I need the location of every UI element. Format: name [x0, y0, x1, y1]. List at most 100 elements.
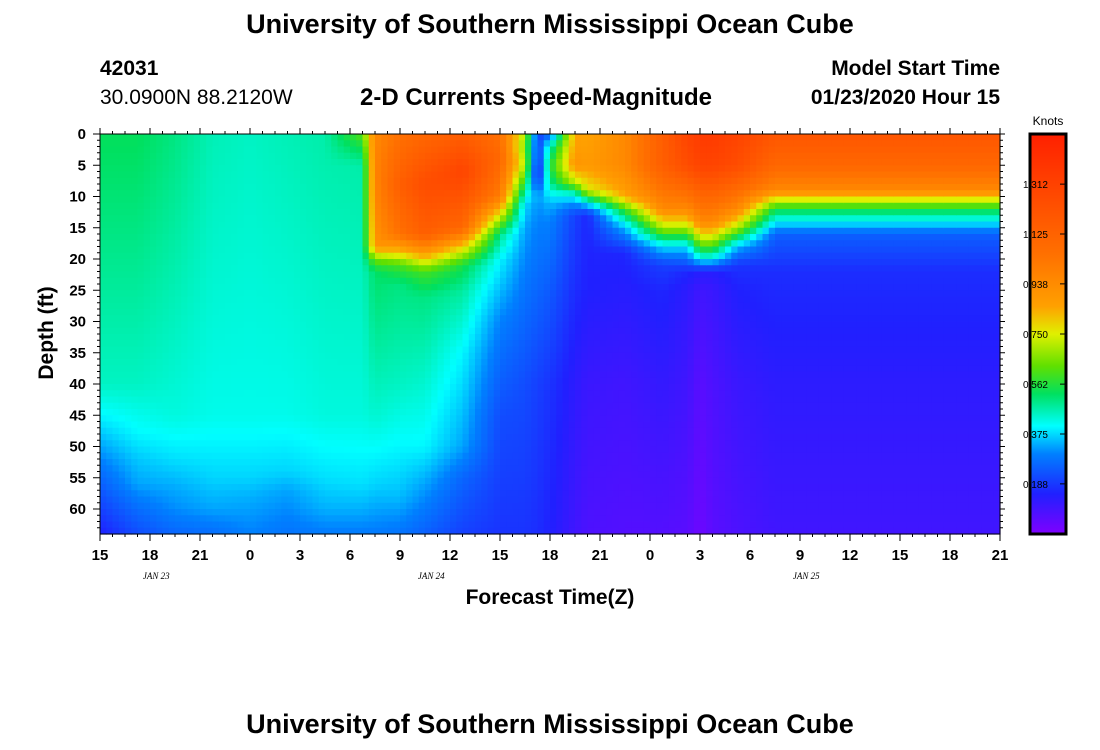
heatmap-cell — [187, 396, 195, 404]
heatmap-cell — [293, 327, 301, 335]
heatmap-cell — [493, 390, 501, 398]
heatmap-cell — [318, 284, 326, 291]
heatmap-cell — [550, 209, 557, 216]
heatmap-cell — [493, 521, 501, 529]
heatmap-cell — [493, 502, 501, 510]
heatmap-cell — [400, 359, 407, 366]
heatmap-cell — [412, 340, 420, 348]
heatmap-cell — [375, 171, 382, 179]
heatmap-cell — [162, 209, 170, 216]
heatmap-cell — [437, 471, 445, 479]
heatmap-cell — [425, 152, 432, 160]
heatmap-cell — [100, 265, 107, 273]
heatmap-cell — [468, 202, 476, 210]
heatmap-cell — [518, 271, 526, 279]
heatmap-cell — [556, 240, 564, 248]
heatmap-cell — [137, 265, 145, 273]
heatmap-cell — [581, 152, 589, 160]
heatmap-cell — [331, 221, 339, 229]
heatmap-cell — [306, 215, 314, 223]
heatmap-cell — [118, 377, 126, 385]
heatmap-cell — [431, 259, 439, 266]
heatmap-cell — [225, 459, 232, 466]
heatmap-cell — [212, 371, 220, 379]
heatmap-cell — [550, 502, 557, 510]
heatmap-cell — [387, 434, 395, 441]
heatmap-cell — [306, 427, 314, 435]
heatmap-cell — [475, 177, 482, 185]
heatmap-cell — [387, 521, 395, 529]
heatmap-cell — [387, 209, 395, 216]
heatmap-cell — [118, 384, 126, 391]
heatmap-cell — [218, 477, 226, 485]
heatmap-cell — [206, 459, 214, 466]
heatmap-cell — [206, 152, 214, 160]
heatmap-cell — [118, 459, 126, 466]
heatmap-cell — [387, 152, 395, 160]
heatmap-cell — [106, 177, 114, 185]
heatmap-cell — [112, 477, 120, 485]
heatmap-cell — [468, 527, 476, 535]
heatmap-cell — [431, 271, 439, 279]
heatmap-cell — [493, 159, 501, 166]
heatmap-cell — [143, 190, 151, 198]
heatmap-cell — [368, 177, 376, 185]
heatmap-cell — [231, 402, 239, 410]
heatmap-cell — [425, 390, 432, 398]
heatmap-cell — [437, 234, 445, 241]
heatmap-cell — [181, 171, 189, 179]
heatmap-cell — [450, 496, 457, 504]
heatmap-cell — [231, 352, 239, 360]
heatmap-cell — [393, 165, 401, 173]
heatmap-cell — [506, 471, 514, 479]
heatmap-cell — [518, 215, 526, 223]
heatmap-cell — [568, 284, 576, 291]
heatmap-cell — [525, 327, 532, 335]
heatmap-cell — [306, 202, 314, 210]
heatmap-cell — [275, 340, 282, 348]
heatmap-cell — [131, 415, 139, 423]
heatmap-cell — [175, 196, 182, 204]
heatmap-cell — [550, 334, 557, 341]
heatmap-cell — [412, 234, 420, 241]
heatmap-cell — [556, 177, 564, 185]
heatmap-cell — [462, 515, 470, 523]
heatmap-cell — [450, 215, 457, 223]
heatmap-cell — [462, 509, 470, 516]
heatmap-cell — [300, 190, 307, 198]
heatmap-cell — [412, 471, 420, 479]
heatmap-cell — [337, 240, 345, 248]
heatmap-cell — [487, 521, 495, 529]
heatmap-cell — [393, 377, 401, 385]
heatmap-cell — [418, 340, 426, 348]
heatmap-cell — [368, 202, 376, 210]
heatmap-cell — [275, 152, 282, 160]
heatmap-cell — [293, 296, 301, 304]
heatmap-cell — [443, 221, 451, 229]
heatmap-cell — [387, 515, 395, 523]
heatmap-cell — [293, 234, 301, 241]
heatmap-cell — [306, 327, 314, 335]
heatmap-cell — [156, 290, 164, 298]
heatmap-cell — [456, 296, 464, 304]
heatmap-cell — [243, 477, 251, 485]
heatmap-cell — [356, 465, 364, 473]
heatmap-cell — [325, 365, 332, 373]
heatmap-cell — [243, 159, 251, 166]
heatmap-cell — [375, 134, 382, 141]
heatmap-cell — [237, 490, 245, 498]
heatmap-cell — [175, 384, 182, 391]
heatmap-cell — [381, 327, 389, 335]
heatmap-cell — [250, 259, 257, 266]
heatmap-cell — [287, 452, 295, 460]
heatmap-cell — [325, 171, 332, 179]
heatmap-cell — [225, 246, 232, 254]
heatmap-cell — [537, 165, 545, 173]
heatmap-cell — [400, 196, 407, 204]
heatmap-cell — [293, 465, 301, 473]
heatmap-cell — [168, 509, 176, 516]
heatmap-cell — [443, 527, 451, 535]
heatmap-cell — [137, 296, 145, 304]
heatmap-cell — [287, 446, 295, 454]
heatmap-cell — [525, 215, 532, 223]
